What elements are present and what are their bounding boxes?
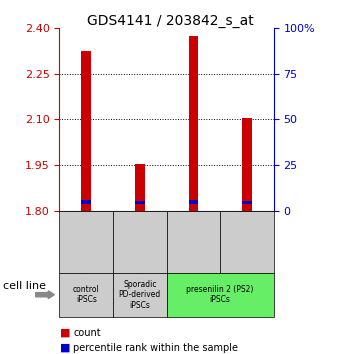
- Bar: [82, 51, 91, 211]
- Text: percentile rank within the sample: percentile rank within the sample: [73, 343, 238, 353]
- Text: ■: ■: [59, 343, 70, 353]
- Bar: [135, 164, 144, 211]
- Bar: [82, 200, 91, 204]
- Text: cell line: cell line: [3, 281, 46, 291]
- Text: count: count: [73, 328, 101, 338]
- Text: control
iPSCs: control iPSCs: [73, 285, 100, 304]
- Text: ■: ■: [59, 328, 70, 338]
- Bar: [242, 201, 252, 204]
- Text: GDS4141 / 203842_s_at: GDS4141 / 203842_s_at: [87, 14, 253, 28]
- Text: presenilin 2 (PS2)
iPSCs: presenilin 2 (PS2) iPSCs: [186, 285, 254, 304]
- Bar: [135, 201, 144, 204]
- Text: Sporadic
PD-derived
iPSCs: Sporadic PD-derived iPSCs: [119, 280, 161, 310]
- Bar: [242, 118, 252, 211]
- Bar: [189, 200, 198, 204]
- Bar: [189, 36, 198, 211]
